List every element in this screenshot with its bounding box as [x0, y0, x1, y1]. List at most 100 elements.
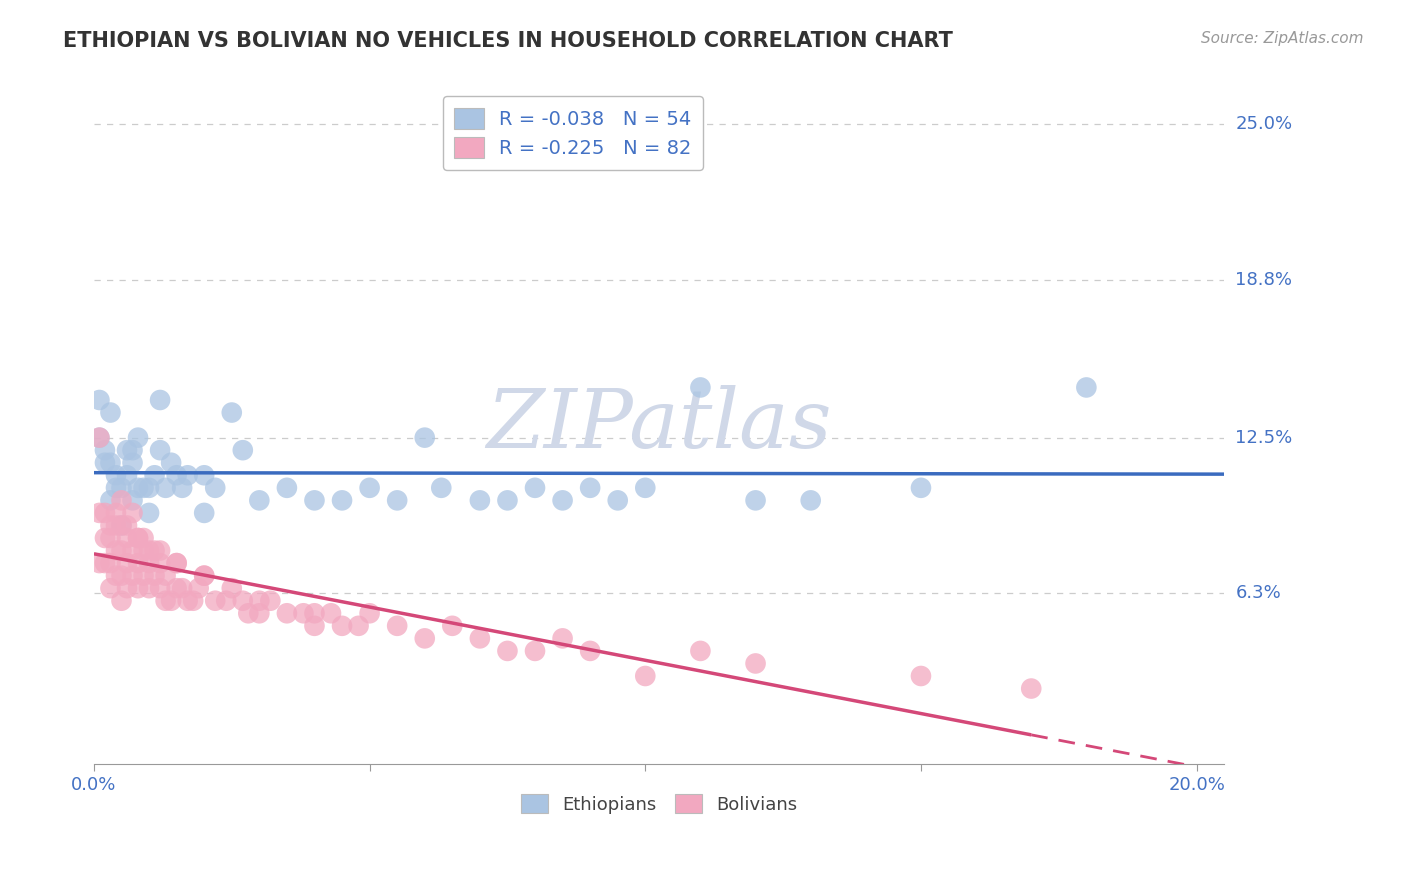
Point — [121, 493, 143, 508]
Point — [292, 607, 315, 621]
Point — [193, 468, 215, 483]
Point — [127, 431, 149, 445]
Point — [166, 581, 188, 595]
Point — [204, 593, 226, 607]
Point — [115, 556, 138, 570]
Text: 12.5%: 12.5% — [1236, 429, 1292, 447]
Point — [166, 556, 188, 570]
Point — [143, 568, 166, 582]
Point — [359, 481, 381, 495]
Point — [127, 531, 149, 545]
Point — [496, 493, 519, 508]
Point — [104, 468, 127, 483]
Point — [193, 506, 215, 520]
Point — [166, 468, 188, 483]
Point — [193, 568, 215, 582]
Point — [94, 456, 117, 470]
Point — [110, 568, 132, 582]
Point — [138, 556, 160, 570]
Point — [155, 593, 177, 607]
Point — [155, 481, 177, 495]
Point — [94, 531, 117, 545]
Point — [413, 632, 436, 646]
Point — [634, 669, 657, 683]
Point — [744, 657, 766, 671]
Point — [127, 556, 149, 570]
Point — [247, 607, 270, 621]
Point — [204, 481, 226, 495]
Point — [524, 481, 547, 495]
Point — [138, 506, 160, 520]
Point — [100, 556, 122, 570]
Point — [94, 506, 117, 520]
Point — [138, 481, 160, 495]
Point — [330, 493, 353, 508]
Point — [468, 632, 491, 646]
Point — [127, 481, 149, 495]
Point — [132, 543, 155, 558]
Point — [689, 380, 711, 394]
Point — [138, 581, 160, 595]
Point — [94, 556, 117, 570]
Point — [276, 481, 298, 495]
Point — [143, 543, 166, 558]
Point — [579, 481, 602, 495]
Point — [330, 619, 353, 633]
Point — [110, 518, 132, 533]
Point — [89, 392, 111, 407]
Point — [100, 531, 122, 545]
Point — [385, 493, 408, 508]
Point — [89, 506, 111, 520]
Point — [149, 581, 172, 595]
Point — [238, 607, 260, 621]
Point — [110, 543, 132, 558]
Point — [1076, 380, 1098, 394]
Point — [430, 481, 453, 495]
Point — [104, 506, 127, 520]
Point — [143, 468, 166, 483]
Point — [104, 543, 127, 558]
Point — [149, 543, 172, 558]
Point — [94, 443, 117, 458]
Point — [100, 518, 122, 533]
Point — [910, 669, 932, 683]
Point — [468, 493, 491, 508]
Point — [304, 607, 326, 621]
Point — [110, 493, 132, 508]
Point — [121, 443, 143, 458]
Text: 18.8%: 18.8% — [1236, 270, 1292, 289]
Point — [104, 568, 127, 582]
Text: Source: ZipAtlas.com: Source: ZipAtlas.com — [1201, 31, 1364, 46]
Point — [551, 632, 574, 646]
Point — [221, 405, 243, 419]
Text: 25.0%: 25.0% — [1236, 115, 1292, 133]
Point — [524, 644, 547, 658]
Point — [193, 568, 215, 582]
Point — [149, 556, 172, 570]
Point — [496, 644, 519, 658]
Point — [89, 431, 111, 445]
Text: 6.3%: 6.3% — [1236, 584, 1281, 602]
Point — [232, 443, 254, 458]
Point — [744, 493, 766, 508]
Point — [132, 568, 155, 582]
Point — [910, 481, 932, 495]
Point — [413, 431, 436, 445]
Point — [634, 481, 657, 495]
Point — [100, 493, 122, 508]
Point — [172, 481, 194, 495]
Point — [187, 581, 209, 595]
Point — [579, 644, 602, 658]
Point — [247, 493, 270, 508]
Point — [221, 581, 243, 595]
Point — [160, 593, 183, 607]
Point — [121, 506, 143, 520]
Point — [304, 493, 326, 508]
Point — [115, 531, 138, 545]
Point — [606, 493, 628, 508]
Point — [689, 644, 711, 658]
Point — [319, 607, 342, 621]
Point — [176, 468, 198, 483]
Point — [551, 493, 574, 508]
Point — [132, 481, 155, 495]
